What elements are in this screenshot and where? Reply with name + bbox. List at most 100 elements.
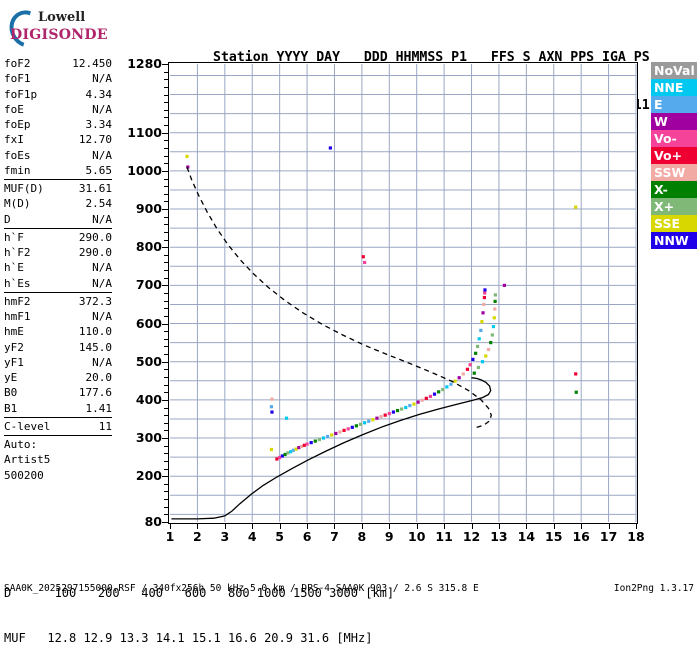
param-key: hmF1 bbox=[4, 310, 31, 323]
legend-item-x[interactable]: X+ bbox=[651, 198, 697, 215]
data-point bbox=[472, 371, 476, 375]
y-axis-tick bbox=[162, 399, 168, 401]
data-point bbox=[334, 431, 338, 436]
legend-item-e[interactable]: E bbox=[651, 96, 697, 113]
y-axis-tick-label: 1280 bbox=[127, 56, 162, 71]
legend-item-w[interactable]: W bbox=[651, 113, 697, 130]
y-axis-tick bbox=[164, 178, 168, 180]
param-value: 20.0 bbox=[85, 371, 113, 384]
y-axis-tick bbox=[164, 460, 168, 462]
legend-item-sse[interactable]: SSE bbox=[651, 215, 697, 232]
param-auto-name: Artist5 bbox=[4, 453, 51, 467]
y-axis-tick bbox=[162, 476, 168, 478]
data-point bbox=[483, 291, 487, 295]
x-axis-tick-label: 8 bbox=[357, 529, 367, 544]
data-point bbox=[269, 405, 274, 409]
data-point bbox=[391, 410, 396, 414]
param-key: foF1 bbox=[4, 72, 31, 86]
y-axis-tick bbox=[164, 94, 168, 96]
data-point bbox=[270, 410, 274, 414]
data-point bbox=[486, 347, 491, 352]
lowell-digisonde-logo: Lowell DIGISONDE bbox=[3, 4, 118, 54]
y-axis-tick bbox=[164, 163, 168, 165]
y-axis-tick bbox=[164, 445, 168, 447]
param-divider bbox=[4, 179, 112, 180]
param-key: foEp bbox=[4, 118, 31, 131]
x-axis-tick-label: 18 bbox=[627, 529, 645, 544]
x-axis-tick-label: 14 bbox=[517, 529, 536, 544]
data-point bbox=[480, 320, 484, 324]
y-axis-tick bbox=[164, 453, 168, 455]
data-point bbox=[468, 363, 472, 367]
legend-item-noval[interactable]: NoVal bbox=[651, 62, 697, 79]
data-point bbox=[437, 390, 441, 394]
legend-item-vo[interactable]: Vo+ bbox=[651, 147, 697, 164]
legend-item-nnw[interactable]: NNW bbox=[651, 232, 697, 249]
param-value: N/A bbox=[92, 148, 112, 162]
param-row-foe: foE N/A bbox=[4, 102, 112, 117]
y-axis-tick-label: 800 bbox=[135, 239, 162, 255]
y-axis-tick bbox=[164, 300, 168, 302]
data-point bbox=[475, 344, 480, 349]
param-row-hmf1: hmF1 N/A bbox=[4, 309, 112, 324]
param-row-yf1: yF1 N/A bbox=[4, 355, 112, 370]
data-point bbox=[270, 397, 274, 401]
data-point bbox=[313, 439, 317, 443]
y-axis-tick bbox=[164, 384, 168, 386]
x-axis-tick bbox=[224, 524, 226, 529]
param-key: D bbox=[4, 212, 11, 226]
data-point bbox=[269, 447, 274, 452]
data-point bbox=[299, 444, 304, 449]
data-point bbox=[275, 457, 279, 461]
param-key: MUF(D) bbox=[4, 182, 44, 195]
legend-item-ssw[interactable]: SSW bbox=[651, 164, 697, 181]
data-point bbox=[328, 146, 332, 150]
param-key: h`F bbox=[4, 230, 24, 244]
data-point bbox=[465, 367, 470, 371]
param-auto-label: Auto: bbox=[4, 438, 38, 451]
param-key: yF1 bbox=[4, 355, 24, 369]
data-point bbox=[502, 283, 507, 287]
series-muf-dashed-curve bbox=[186, 166, 492, 429]
param-row-he: h`E N/A bbox=[4, 260, 112, 275]
param-value: 5.65 bbox=[85, 163, 113, 177]
y-axis-tick bbox=[162, 170, 168, 172]
data-point bbox=[185, 154, 189, 158]
x-axis-tick bbox=[389, 524, 391, 529]
logo-line-lowell: Lowell bbox=[38, 10, 86, 25]
x-axis-tick-label: 1 bbox=[165, 529, 175, 544]
data-point bbox=[490, 333, 494, 337]
legend-item-nne[interactable]: NNE bbox=[651, 79, 697, 96]
param-row-hf2: h`F2 290.0 bbox=[4, 245, 112, 260]
data-point bbox=[326, 434, 330, 439]
legend-item-x[interactable]: X- bbox=[651, 181, 697, 198]
data-point bbox=[309, 441, 313, 445]
data-point bbox=[280, 454, 284, 458]
y-axis-tick bbox=[162, 323, 168, 325]
y-axis-tick-label: 500 bbox=[135, 353, 162, 369]
param-key: C-level bbox=[4, 419, 51, 433]
data-point bbox=[493, 293, 497, 297]
data-point bbox=[367, 419, 371, 423]
param-divider bbox=[4, 291, 112, 293]
data-point bbox=[445, 385, 449, 389]
direction-legend: NoVal NNE E W Vo- Vo+ SSW X- X+ SSE NNW bbox=[651, 62, 697, 249]
y-axis-tick bbox=[164, 415, 168, 417]
data-point bbox=[371, 418, 375, 422]
data-point bbox=[286, 451, 290, 455]
data-point bbox=[297, 445, 301, 450]
x-axis-tick bbox=[197, 524, 199, 529]
data-point bbox=[321, 436, 326, 440]
data-point bbox=[363, 260, 367, 265]
data-point bbox=[483, 288, 487, 292]
x-axis-tick-label: 5 bbox=[275, 529, 284, 544]
y-axis-tick bbox=[164, 468, 168, 470]
y-axis-tick bbox=[164, 231, 168, 233]
param-row-fof1p: foF1p 4.34 bbox=[4, 87, 112, 102]
data-point bbox=[416, 400, 420, 404]
param-row-fxi: fxI 12.70 bbox=[4, 132, 112, 147]
legend-item-vo[interactable]: Vo- bbox=[651, 130, 697, 147]
y-axis-tick bbox=[164, 71, 168, 73]
y-axis-tick-label: 1100 bbox=[127, 124, 162, 140]
x-axis-tick bbox=[416, 524, 418, 529]
